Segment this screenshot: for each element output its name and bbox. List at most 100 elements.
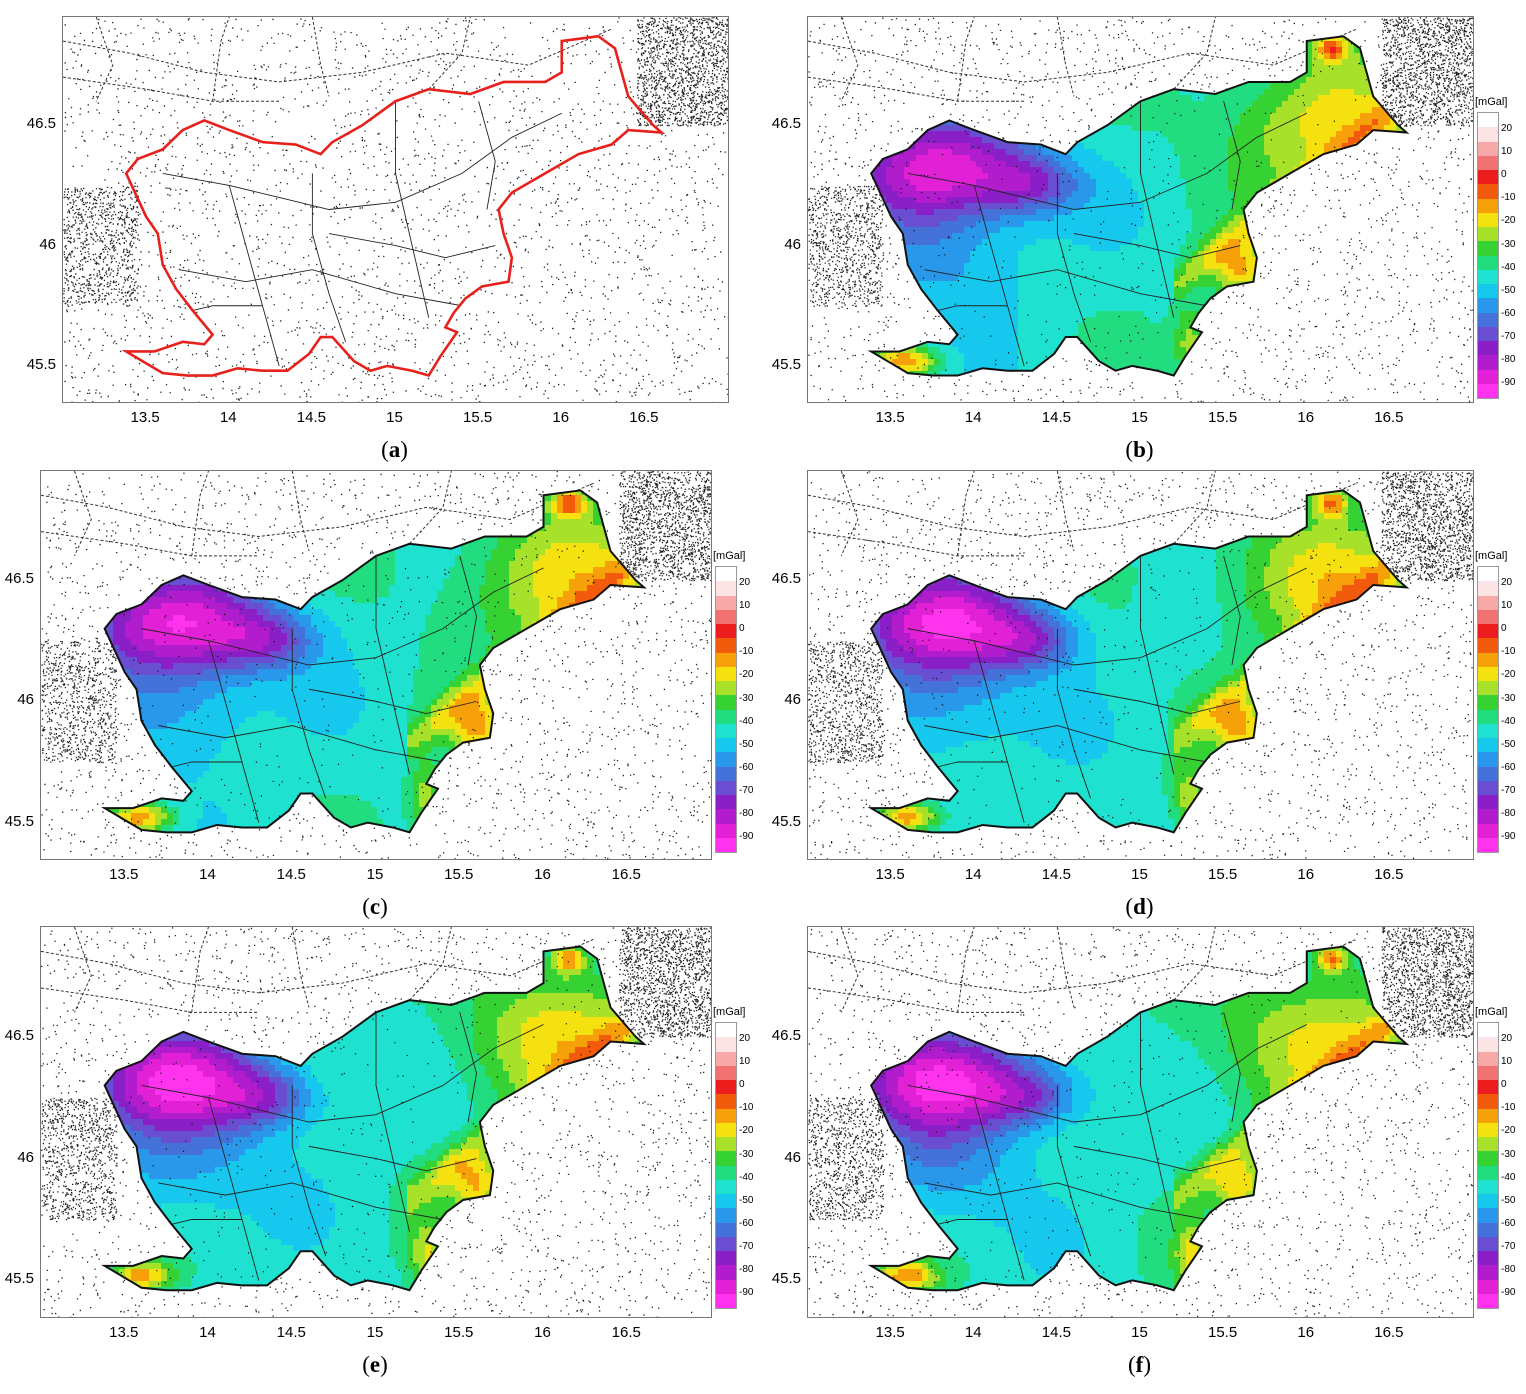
x-tick-label: 15.5 [434, 1324, 484, 1341]
colorbar-tick-label: -70 [739, 1241, 753, 1252]
colorbar-tick-label: -60 [739, 762, 753, 773]
colorbar-swatch [1478, 155, 1498, 170]
colorbar-unit: [mGal] [1475, 550, 1507, 562]
colorbar-swatch [716, 1265, 736, 1280]
y-tick-label: 46.5 [761, 115, 801, 132]
slovenia-border [121, 34, 666, 378]
station-dots [63, 17, 728, 402]
colorbar-tick-label: -40 [1501, 716, 1515, 727]
x-tick-label: 13.5 [99, 866, 149, 883]
colorbar-swatch [1478, 695, 1498, 710]
colorbar-swatch [1478, 127, 1498, 142]
colorbar-swatch [1478, 1165, 1498, 1180]
colorbar-tick-label: -30 [739, 1149, 753, 1160]
x-tick-label: 14 [948, 1324, 998, 1341]
colorbar-unit: [mGal] [1475, 96, 1507, 108]
colorbar [1477, 566, 1499, 853]
colorbar-swatch [1478, 269, 1498, 284]
colorbar-swatch [716, 1051, 736, 1066]
colorbar-swatch [716, 1137, 736, 1152]
x-tick-label: 16 [1281, 1324, 1331, 1341]
gravity-anomaly-field [871, 36, 1407, 376]
x-tick-label: 14.5 [1031, 409, 1081, 426]
x-tick-label: 15 [1115, 409, 1165, 426]
station-dots [41, 471, 711, 859]
colorbar-tick-label: -60 [1501, 1218, 1515, 1229]
road-lines [808, 927, 1357, 1013]
colorbar-swatch [1478, 284, 1498, 299]
map-plot-area [807, 926, 1474, 1318]
colorbar-swatch [716, 652, 736, 667]
gravity-anomaly-field [104, 490, 644, 833]
colorbar-tick-label: 10 [1501, 146, 1512, 157]
colorbar-swatch [1478, 1194, 1498, 1209]
colorbar-swatch [1478, 709, 1498, 724]
x-tick-label: 16 [1281, 409, 1331, 426]
colorbar-tick-label: 10 [739, 600, 750, 611]
colorbar-swatch [1478, 1208, 1498, 1223]
colorbar-swatch [1478, 1094, 1498, 1109]
colorbar-tick-label: -40 [739, 716, 753, 727]
region-boundaries [141, 555, 544, 823]
colorbar-swatch [1478, 666, 1498, 681]
colorbar-tick-label: 20 [1501, 123, 1512, 134]
colorbar-swatch [716, 1293, 736, 1308]
x-tick-label: 13.5 [99, 1324, 149, 1341]
colorbar-tick-label: -30 [1501, 1149, 1515, 1160]
map-plot-area [807, 470, 1474, 860]
slovenia-border [867, 489, 1410, 834]
map-svg [808, 17, 1473, 402]
colorbar-swatch [1478, 369, 1498, 384]
colorbar-swatch [716, 1179, 736, 1194]
colorbar-swatch [716, 1194, 736, 1209]
colorbar [715, 566, 737, 853]
colorbar-tick-label: -90 [1501, 831, 1515, 842]
region-boundaries [141, 1012, 544, 1281]
colorbar-swatch [1478, 1236, 1498, 1251]
colorbar-tick-label: -20 [1501, 1125, 1515, 1136]
colorbar-swatch [1478, 595, 1498, 610]
colorbar-tick-label: 0 [739, 1079, 745, 1090]
map-plot-area [40, 470, 712, 860]
colorbar-swatch [716, 581, 736, 596]
x-tick-label: 15.5 [1198, 1324, 1248, 1341]
x-tick-label: 13.5 [865, 1324, 915, 1341]
road-lines [808, 17, 1357, 102]
colorbar-swatch [716, 1165, 736, 1180]
x-tick-label: 16.5 [1364, 866, 1414, 883]
colorbar-unit: [mGal] [1475, 1006, 1507, 1018]
colorbar-swatch [1478, 681, 1498, 696]
y-tick-label: 45.5 [761, 1270, 801, 1287]
x-tick-label: 14 [203, 409, 253, 426]
x-tick-label: 14 [183, 866, 233, 883]
colorbar-tick-label: 20 [1501, 577, 1512, 588]
colorbar-swatch [1478, 837, 1498, 852]
colorbar-swatch [716, 795, 736, 810]
colorbar-swatch [1478, 581, 1498, 596]
colorbar-swatch [716, 752, 736, 767]
colorbar-tick-label: -90 [739, 1287, 753, 1298]
colorbar [1477, 112, 1499, 399]
x-tick-label: 15.5 [1198, 409, 1248, 426]
colorbar-tick-label: -40 [739, 1172, 753, 1183]
map-svg [41, 471, 711, 859]
colorbar-swatch [1478, 738, 1498, 753]
colorbar-tick-label: -90 [1501, 1287, 1515, 1298]
colorbar-swatch [1478, 723, 1498, 738]
colorbar-swatch [716, 595, 736, 610]
x-tick-label: 16.5 [601, 1324, 651, 1341]
colorbar-swatch [1478, 1151, 1498, 1166]
colorbar-swatch [716, 1151, 736, 1166]
x-tick-label: 16 [518, 866, 568, 883]
x-tick-label: 13.5 [865, 866, 915, 883]
panel-caption: (f) [1110, 1352, 1170, 1378]
colorbar-swatch [1478, 1122, 1498, 1137]
colorbar-swatch [716, 1279, 736, 1294]
colorbar-swatch [716, 624, 736, 639]
map-svg [63, 17, 728, 402]
gravity-anomaly-field [871, 946, 1407, 1291]
colorbar-swatch [716, 1080, 736, 1095]
colorbar-swatch [1478, 1108, 1498, 1123]
colorbar-tick-label: 20 [739, 577, 750, 588]
x-tick-label: 14.5 [266, 1324, 316, 1341]
